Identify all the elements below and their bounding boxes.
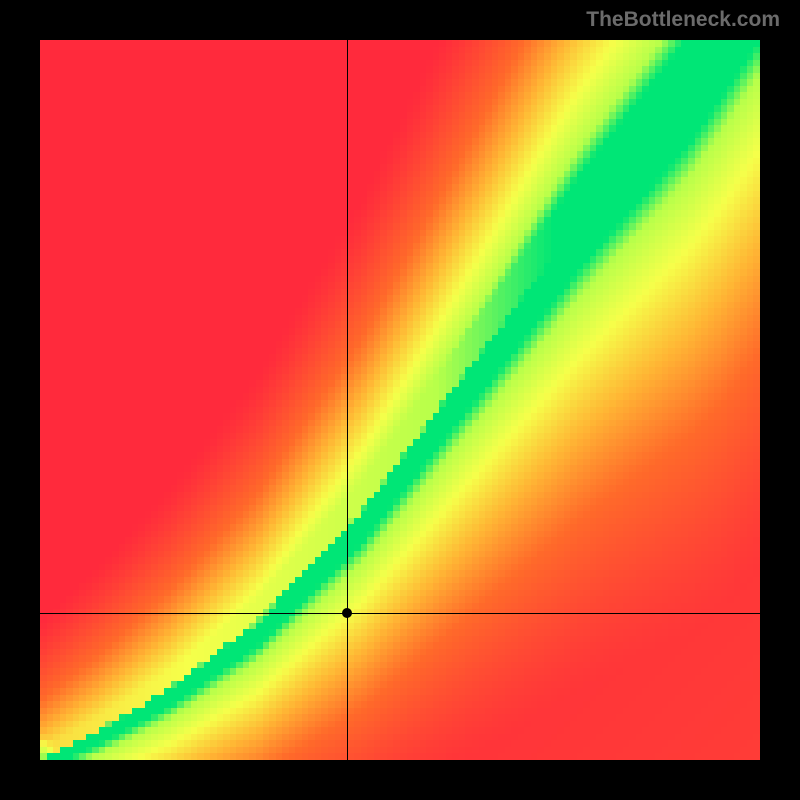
- chart-container: TheBottleneck.com: [0, 0, 800, 800]
- watermark-text: TheBottleneck.com: [586, 8, 780, 32]
- crosshair-horizontal: [40, 613, 760, 614]
- heatmap-canvas: [40, 40, 760, 760]
- crosshair-vertical: [347, 40, 348, 760]
- heatmap-plot-area: [40, 40, 760, 760]
- crosshair-marker-dot: [342, 608, 352, 618]
